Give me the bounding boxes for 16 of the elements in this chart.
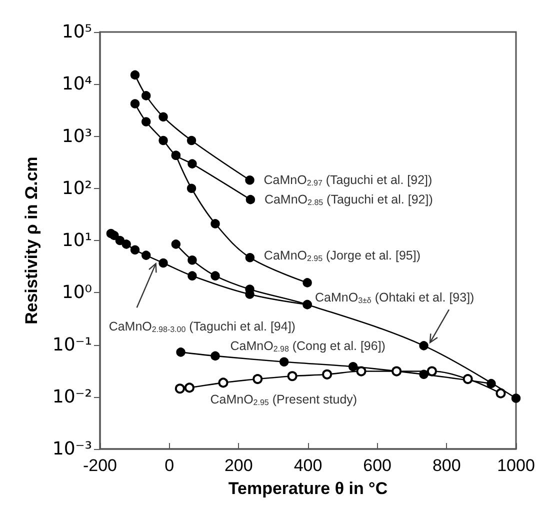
y-axis-title: Resistivity ρ in Ω.cm <box>22 156 41 324</box>
x-tick-label: 400 <box>294 456 322 475</box>
y-tick-label: 10¹ <box>62 230 92 251</box>
x-tick-label: 200 <box>224 456 253 475</box>
x-axis-title: Temperature θ in °C <box>228 479 388 498</box>
y-tick-label: 10⁻¹ <box>52 334 92 356</box>
y-tick-label: 10⁵ <box>62 22 92 42</box>
x-tick-label: 0 <box>164 456 174 475</box>
x-tick-label: 600 <box>363 456 392 475</box>
y-tick-label: 10⁰ <box>62 282 92 304</box>
y-tick-label: 10⁴ <box>62 74 92 95</box>
y-tick-label: 10² <box>62 178 92 199</box>
x-tick-label: 1000 <box>497 456 535 475</box>
y-tick-label: 10⁻² <box>52 386 92 408</box>
x-tick-label: 800 <box>432 456 461 475</box>
y-tick-label: 10³ <box>62 126 92 147</box>
